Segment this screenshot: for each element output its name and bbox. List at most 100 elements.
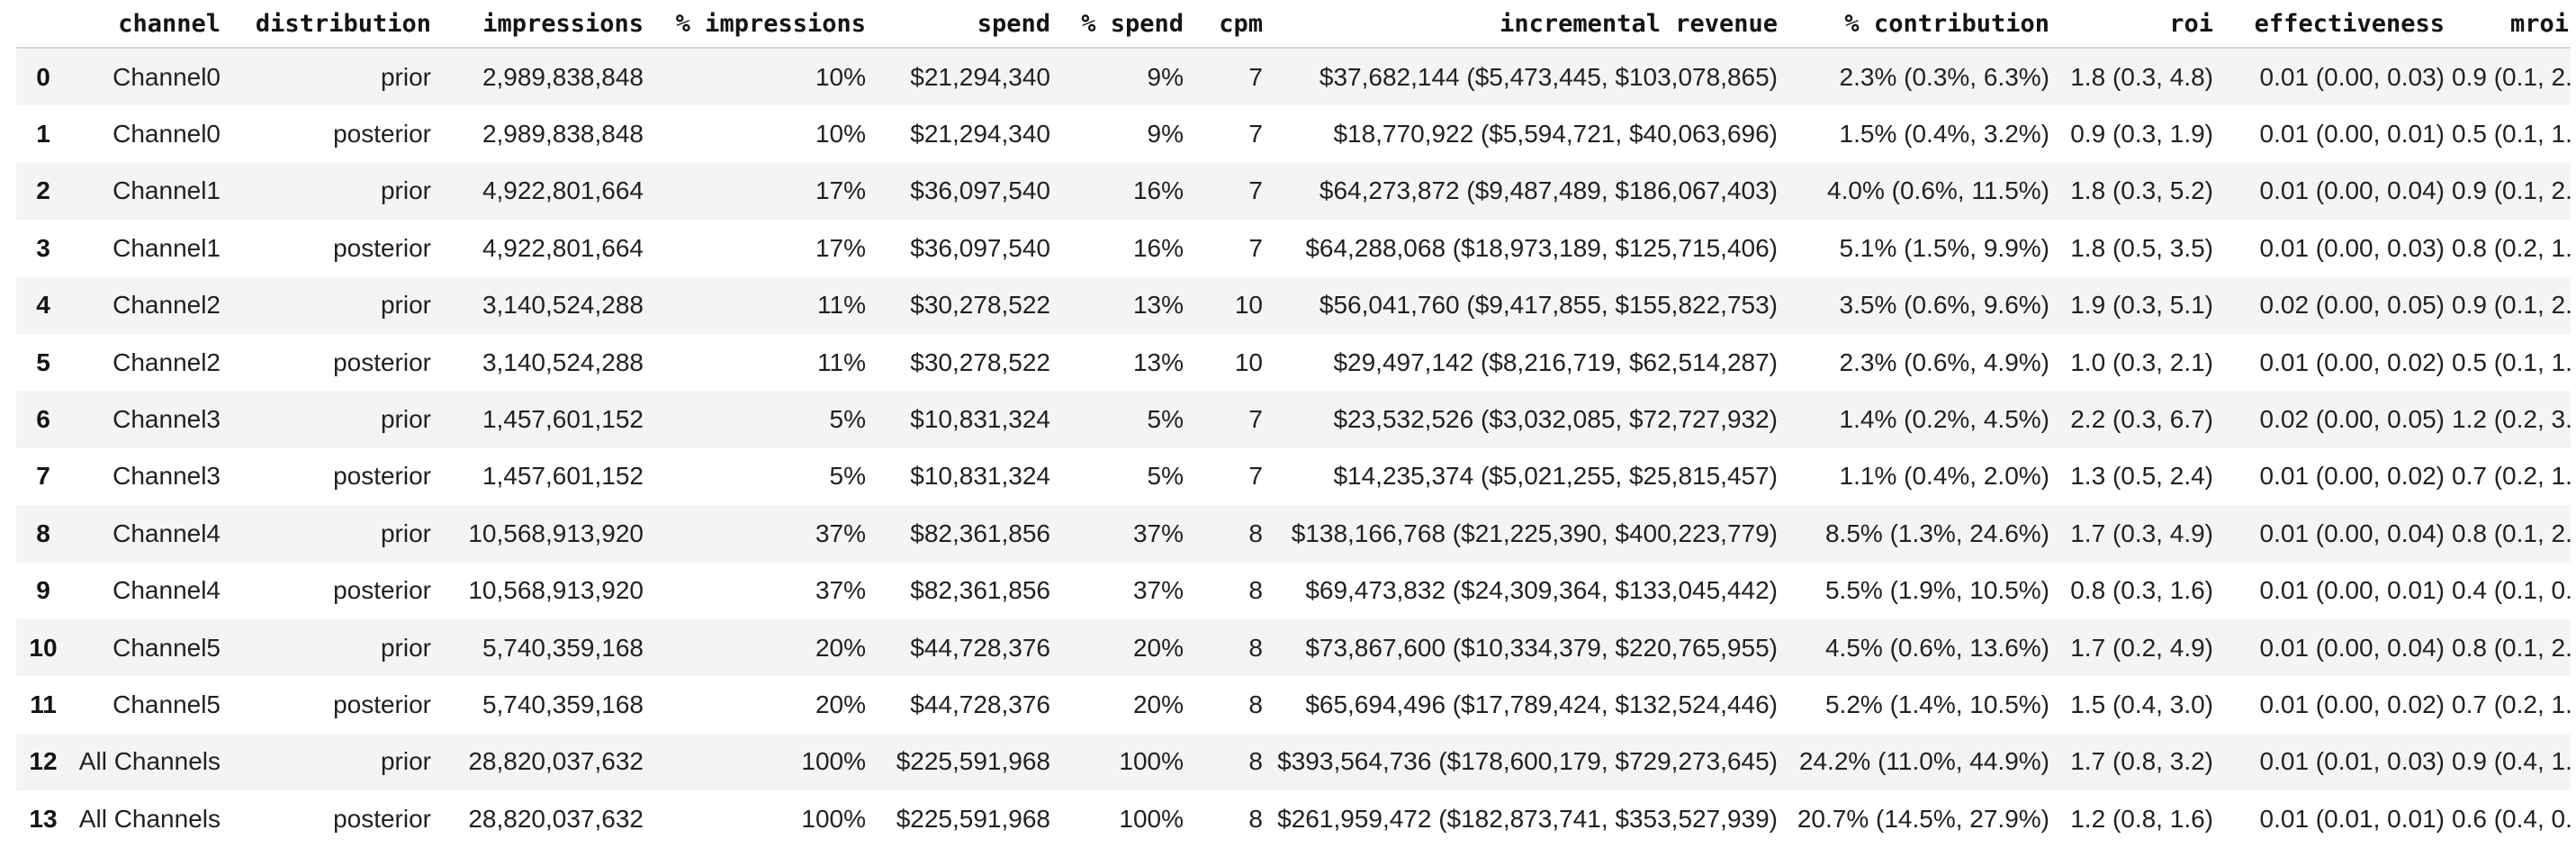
cell-roi: 1.7 (0.8, 3.2) bbox=[2070, 747, 2213, 776]
table-row: 8 Channel4 prior 10,568,913,920 37% $82,361,8… bbox=[16, 505, 2571, 563]
cell-distribution: prior bbox=[380, 519, 431, 547]
cell-roi: 1.8 (0.3, 4.8) bbox=[2070, 62, 2213, 91]
col-header-pct-spend: % spend bbox=[1058, 0, 1191, 49]
cell-impressions: 28,820,037,632 bbox=[468, 804, 644, 833]
cell-spend: $82,361,856 bbox=[910, 519, 1050, 547]
cell-roi: 2.2 (0.3, 6.7) bbox=[2070, 405, 2213, 434]
row-index-cell: 7 bbox=[36, 462, 50, 491]
row-index-cell: 8 bbox=[36, 519, 50, 547]
cell-pct-contribution: 3.5% (0.6%, 9.6%) bbox=[1839, 291, 2049, 320]
col-header-pct-contribution: % contribution bbox=[1785, 0, 2057, 49]
cell-mroi: 0.6 (0.4, 0.7) bbox=[2452, 804, 2571, 833]
cell-cpm: 8 bbox=[1248, 747, 1263, 776]
cell-channel: Channel3 bbox=[113, 462, 221, 491]
cell-effectiveness: 0.02 (0.00, 0.05) bbox=[2259, 405, 2445, 434]
cell-effectiveness: 0.01 (0.00, 0.02) bbox=[2259, 462, 2445, 491]
cell-mroi: 0.9 (0.1, 2.6) bbox=[2452, 62, 2571, 91]
cell-channel: Channel4 bbox=[113, 576, 221, 605]
cell-spend: $30,278,522 bbox=[910, 291, 1050, 320]
cell-distribution: prior bbox=[380, 747, 431, 776]
cell-cpm: 7 bbox=[1248, 62, 1263, 91]
table-row: 11 Channel5 posterior 5,740,359,168 20% $44,7… bbox=[16, 676, 2571, 733]
cell-effectiveness: 0.01 (0.00, 0.03) bbox=[2259, 62, 2445, 91]
cell-effectiveness: 0.01 (0.01, 0.01) bbox=[2259, 804, 2445, 833]
row-index-cell: 2 bbox=[36, 176, 50, 205]
cell-impressions: 4,922,801,664 bbox=[482, 176, 644, 205]
cell-channel: All Channels bbox=[78, 804, 221, 833]
table-body: 0 Channel0 prior 2,989,838,848 10% $21,294,34… bbox=[16, 48, 2571, 847]
cell-incremental-revenue: $56,041,760 ($9,417,855, $155,822,753) bbox=[1319, 291, 1778, 320]
cell-cpm: 7 bbox=[1248, 176, 1263, 205]
cell-pct-impressions: 10% bbox=[815, 62, 866, 91]
cell-roi: 0.9 (0.3, 1.9) bbox=[2070, 120, 2213, 149]
cell-impressions: 3,140,524,288 bbox=[482, 291, 644, 320]
row-index-cell: 4 bbox=[36, 291, 50, 320]
cell-cpm: 7 bbox=[1248, 233, 1263, 262]
cell-spend: $82,361,856 bbox=[910, 576, 1050, 605]
cell-incremental-revenue: $23,532,526 ($3,032,085, $72,727,932) bbox=[1333, 405, 1778, 434]
cell-impressions: 3,140,524,288 bbox=[482, 347, 644, 376]
row-index-cell: 12 bbox=[29, 747, 58, 776]
cell-impressions: 1,457,601,152 bbox=[482, 462, 644, 491]
cell-channel: Channel4 bbox=[113, 519, 221, 547]
cell-effectiveness: 0.01 (0.00, 0.04) bbox=[2259, 633, 2445, 662]
cell-pct-contribution: 1.5% (0.4%, 3.2%) bbox=[1839, 120, 2049, 149]
cell-pct-contribution: 24.2% (11.0%, 44.9%) bbox=[1798, 747, 2049, 776]
col-header-effectiveness: effectiveness bbox=[2220, 0, 2452, 49]
cell-effectiveness: 0.01 (0.00, 0.01) bbox=[2259, 120, 2445, 149]
table-row: 3 Channel1 posterior 4,922,801,664 17% $36,09… bbox=[16, 220, 2571, 276]
cell-roi: 1.3 (0.5, 2.4) bbox=[2070, 462, 2213, 491]
cell-distribution: posterior bbox=[333, 233, 431, 262]
cell-channel: Channel1 bbox=[113, 233, 221, 262]
cell-cpm: 10 bbox=[1234, 291, 1263, 320]
cell-incremental-revenue: $64,288,068 ($18,973,189, $125,715,406) bbox=[1305, 233, 1778, 262]
cell-channel: Channel1 bbox=[113, 176, 221, 205]
cell-impressions: 28,820,037,632 bbox=[468, 747, 644, 776]
table-row: 12 All Channels prior 28,820,037,632 100% $22… bbox=[16, 733, 2571, 791]
row-index-cell: 0 bbox=[36, 62, 50, 91]
row-index-cell: 13 bbox=[29, 804, 58, 833]
cell-pct-contribution: 2.3% (0.3%, 6.3%) bbox=[1839, 62, 2049, 91]
cell-pct-impressions: 20% bbox=[815, 690, 866, 718]
cell-pct-impressions: 17% bbox=[815, 233, 866, 262]
cell-roi: 1.7 (0.2, 4.9) bbox=[2070, 633, 2213, 662]
cell-incremental-revenue: $29,497,142 ($8,216,719, $62,514,287) bbox=[1333, 347, 1778, 376]
cell-distribution: posterior bbox=[333, 347, 431, 376]
cell-cpm: 10 bbox=[1234, 347, 1263, 376]
cell-distribution: prior bbox=[380, 176, 431, 205]
table-row: 4 Channel2 prior 3,140,524,288 11% $30,278,52… bbox=[16, 276, 2571, 334]
cell-impressions: 5,740,359,168 bbox=[482, 690, 644, 718]
cell-channel: Channel5 bbox=[113, 690, 221, 718]
col-header-incremental-revenue: incremental revenue bbox=[1270, 0, 1785, 49]
cell-incremental-revenue: $37,682,144 ($5,473,445, $103,078,865) bbox=[1319, 62, 1778, 91]
table-row: 2 Channel1 prior 4,922,801,664 17% $36,097,54… bbox=[16, 162, 2571, 221]
row-index-cell: 1 bbox=[36, 120, 50, 149]
cell-distribution: prior bbox=[380, 291, 431, 320]
cell-distribution: posterior bbox=[333, 576, 431, 605]
cell-roi: 1.7 (0.3, 4.9) bbox=[2070, 519, 2213, 547]
cell-mroi: 0.4 (0.1, 0.8) bbox=[2452, 576, 2571, 605]
cell-channel: All Channels bbox=[78, 747, 221, 776]
cell-cpm: 7 bbox=[1248, 120, 1263, 149]
cell-pct-impressions: 17% bbox=[815, 176, 866, 205]
col-header-mroi: mroi bbox=[2452, 0, 2571, 49]
cell-incremental-revenue: $393,564,736 ($178,600,179, $729,273,645… bbox=[1277, 747, 1778, 776]
cell-pct-impressions: 11% bbox=[817, 347, 866, 376]
cell-pct-contribution: 5.2% (1.4%, 10.5%) bbox=[1824, 690, 2049, 718]
cell-channel: Channel2 bbox=[113, 347, 221, 376]
cell-mroi: 1.2 (0.2, 3.6) bbox=[2452, 405, 2571, 434]
cell-effectiveness: 0.01 (0.01, 0.03) bbox=[2259, 747, 2445, 776]
cell-cpm: 7 bbox=[1248, 462, 1263, 491]
cell-channel: Channel0 bbox=[113, 120, 221, 149]
cell-channel: Channel0 bbox=[113, 62, 221, 91]
cell-pct-impressions: 100% bbox=[801, 804, 866, 833]
cell-pct-spend: 37% bbox=[1132, 519, 1184, 547]
cell-pct-contribution: 1.1% (0.4%, 2.0%) bbox=[1839, 462, 2049, 491]
cell-pct-contribution: 4.0% (0.6%, 11.5%) bbox=[1827, 176, 2049, 205]
col-header-pct-impressions: % impressions bbox=[651, 0, 873, 49]
cell-pct-spend: 13% bbox=[1132, 291, 1184, 320]
cell-incremental-revenue: $261,959,472 ($182,873,741, $353,527,939… bbox=[1277, 804, 1778, 833]
cell-impressions: 1,457,601,152 bbox=[482, 405, 644, 434]
cell-incremental-revenue: $65,694,496 ($17,789,424, $132,524,446) bbox=[1305, 690, 1778, 718]
cell-mroi: 0.8 (0.2, 1.7) bbox=[2452, 233, 2571, 262]
